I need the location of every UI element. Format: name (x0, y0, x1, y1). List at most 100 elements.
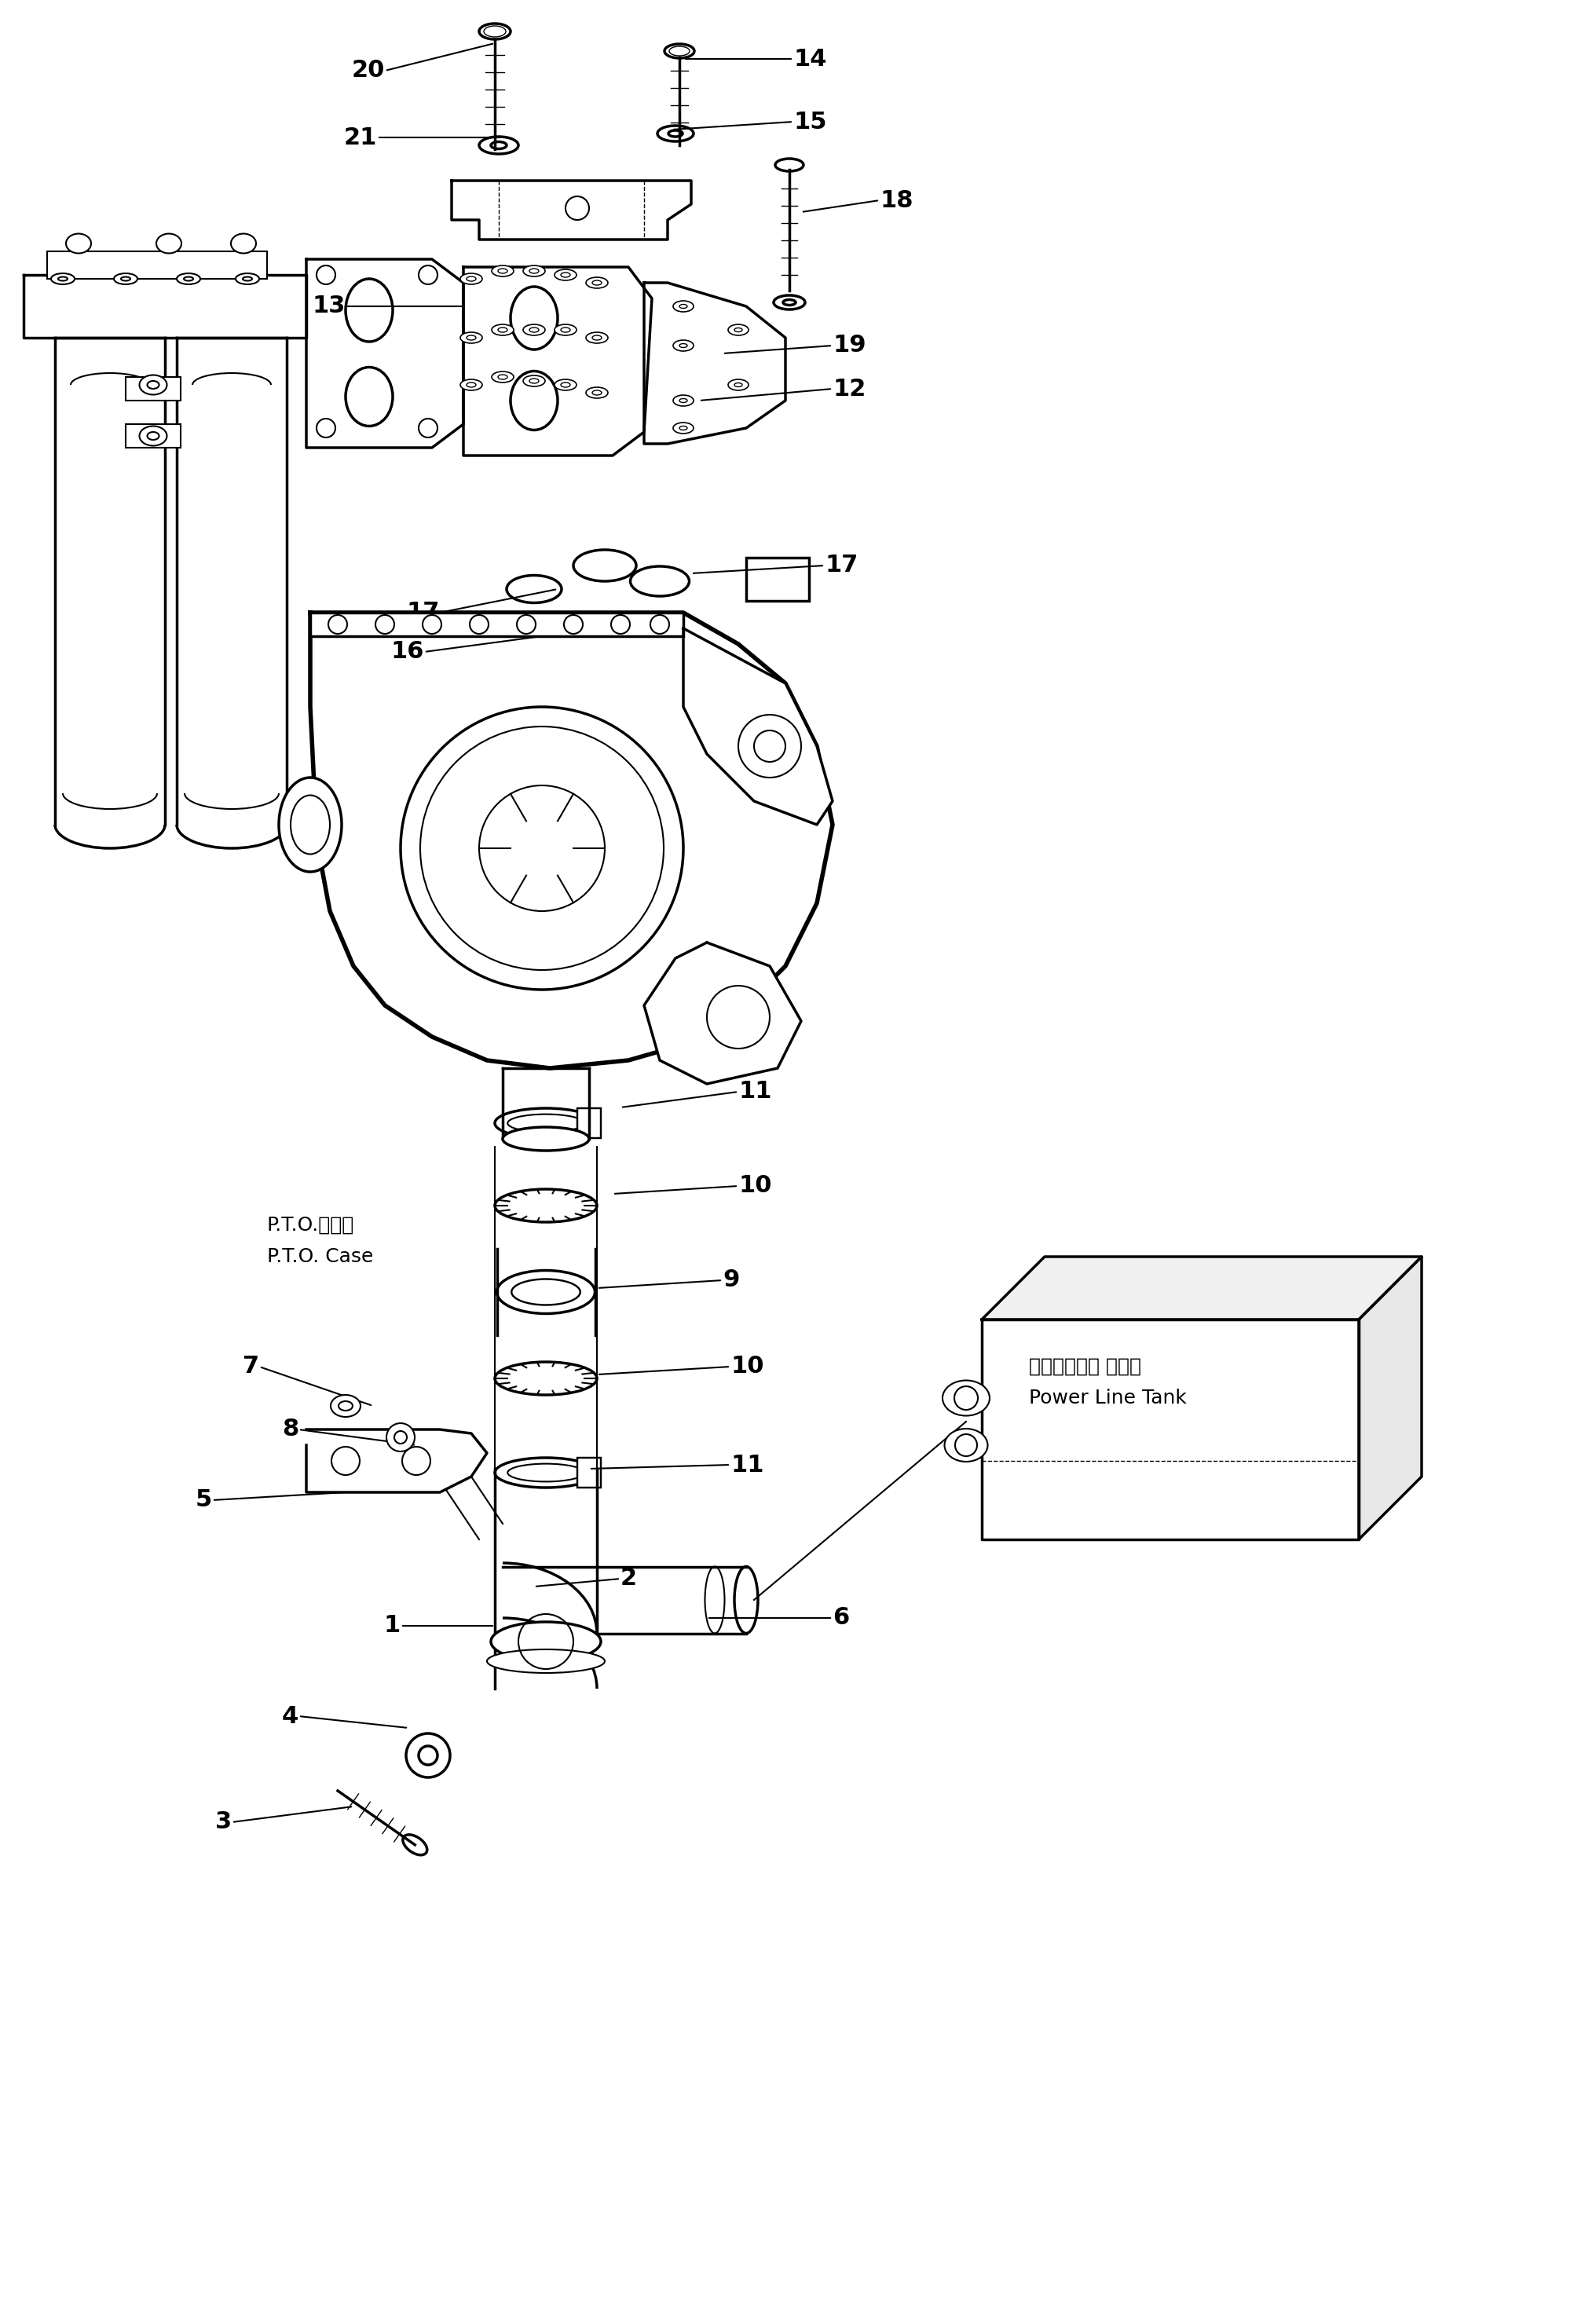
Ellipse shape (177, 273, 200, 285)
Text: 19: 19 (833, 334, 867, 357)
Ellipse shape (728, 380, 749, 389)
Ellipse shape (674, 301, 694, 313)
Polygon shape (452, 181, 691, 239)
Text: 13: 13 (313, 294, 346, 317)
Polygon shape (645, 943, 801, 1084)
Bar (578, 1457, 600, 1488)
Ellipse shape (492, 1622, 600, 1661)
Ellipse shape (592, 389, 602, 396)
Ellipse shape (156, 234, 182, 253)
Text: 14: 14 (793, 49, 827, 70)
Ellipse shape (664, 44, 694, 58)
Ellipse shape (586, 387, 608, 399)
Text: 8: 8 (282, 1418, 298, 1441)
Ellipse shape (669, 130, 683, 137)
Ellipse shape (492, 141, 506, 148)
Circle shape (394, 1432, 407, 1443)
Text: 16: 16 (391, 639, 425, 663)
Polygon shape (306, 1430, 487, 1492)
Polygon shape (982, 1256, 1422, 1318)
Ellipse shape (460, 273, 482, 285)
Ellipse shape (498, 327, 508, 331)
Text: 10: 10 (739, 1175, 772, 1198)
Ellipse shape (495, 1362, 597, 1395)
Text: 20: 20 (351, 60, 385, 81)
Ellipse shape (784, 299, 796, 306)
FancyBboxPatch shape (310, 612, 683, 637)
Circle shape (386, 1423, 415, 1450)
Text: 17: 17 (825, 554, 859, 577)
Text: 5: 5 (195, 1490, 212, 1511)
Ellipse shape (466, 276, 476, 280)
Ellipse shape (330, 1395, 361, 1418)
Ellipse shape (466, 336, 476, 341)
Polygon shape (310, 612, 833, 1068)
Ellipse shape (674, 396, 694, 405)
Ellipse shape (530, 327, 539, 331)
Ellipse shape (680, 304, 688, 308)
Circle shape (401, 707, 683, 989)
Polygon shape (683, 628, 833, 825)
FancyBboxPatch shape (126, 424, 180, 447)
Text: Power Line Tank: Power Line Tank (1029, 1388, 1187, 1406)
Ellipse shape (139, 375, 168, 394)
Ellipse shape (279, 779, 342, 871)
Ellipse shape (592, 336, 602, 341)
Ellipse shape (554, 269, 576, 280)
Text: 7: 7 (243, 1355, 259, 1379)
Ellipse shape (658, 125, 694, 141)
Text: 11: 11 (731, 1453, 764, 1476)
Bar (578, 1108, 600, 1138)
Ellipse shape (402, 1835, 428, 1856)
Ellipse shape (592, 280, 602, 285)
Ellipse shape (674, 422, 694, 433)
Text: 17: 17 (407, 600, 440, 623)
Ellipse shape (560, 327, 570, 331)
Ellipse shape (680, 399, 688, 403)
Ellipse shape (554, 324, 576, 336)
Polygon shape (463, 266, 651, 456)
Ellipse shape (945, 1430, 988, 1462)
Text: 21: 21 (343, 125, 377, 148)
Text: 4: 4 (282, 1705, 298, 1728)
Ellipse shape (492, 324, 514, 336)
FancyBboxPatch shape (48, 250, 267, 278)
Circle shape (418, 1747, 437, 1766)
Ellipse shape (492, 266, 514, 276)
Ellipse shape (466, 382, 476, 387)
Ellipse shape (495, 1108, 597, 1138)
Text: P.T.O. Case: P.T.O. Case (267, 1247, 373, 1265)
Ellipse shape (65, 234, 91, 253)
Ellipse shape (479, 23, 511, 39)
Polygon shape (982, 1318, 1358, 1538)
Ellipse shape (147, 380, 160, 389)
Text: 10: 10 (731, 1355, 764, 1379)
Text: 1: 1 (385, 1615, 401, 1638)
Ellipse shape (236, 273, 259, 285)
Polygon shape (306, 260, 463, 447)
Ellipse shape (530, 378, 539, 382)
Ellipse shape (734, 382, 742, 387)
Text: 9: 9 (723, 1270, 739, 1291)
Polygon shape (1358, 1256, 1422, 1538)
Ellipse shape (487, 1650, 605, 1673)
Text: 15: 15 (793, 111, 827, 132)
Ellipse shape (338, 1402, 353, 1411)
Ellipse shape (498, 269, 508, 273)
Text: P.T.O.ケース: P.T.O.ケース (267, 1216, 354, 1235)
Ellipse shape (184, 276, 193, 280)
Ellipse shape (943, 1381, 990, 1416)
Ellipse shape (554, 380, 576, 389)
Ellipse shape (586, 331, 608, 343)
Ellipse shape (503, 1126, 589, 1152)
Ellipse shape (523, 324, 546, 336)
Polygon shape (24, 276, 306, 338)
Ellipse shape (496, 1270, 595, 1314)
Text: 6: 6 (833, 1606, 849, 1629)
Ellipse shape (495, 1189, 597, 1221)
Ellipse shape (57, 276, 67, 280)
Text: 3: 3 (215, 1812, 231, 1833)
Circle shape (405, 1733, 450, 1777)
Ellipse shape (523, 375, 546, 387)
Ellipse shape (734, 329, 742, 331)
